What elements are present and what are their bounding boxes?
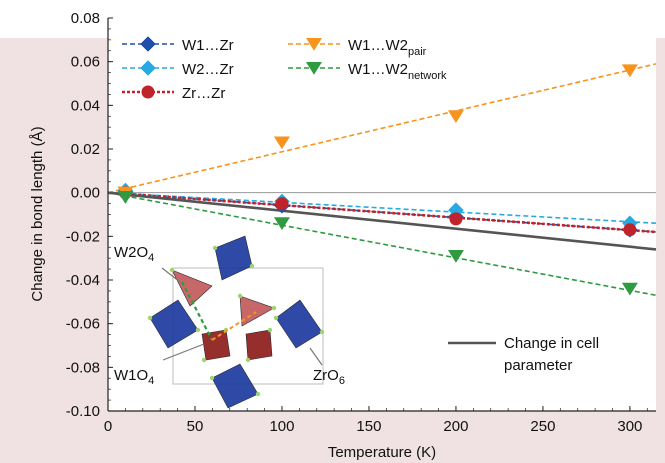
- oxygen-atom: [169, 267, 175, 273]
- series-2-point: [275, 197, 289, 211]
- y-tick-label: 0.06: [71, 54, 100, 71]
- legend-marker-3: [306, 38, 322, 51]
- oxygen-atom: [147, 315, 153, 321]
- legend-label-4: W1…W2network: [348, 61, 447, 82]
- y-axis-title: Change in bond length (Å): [29, 126, 46, 301]
- y-tick-label: -0.02: [66, 228, 100, 245]
- legend-label-1: W2…Zr: [182, 61, 234, 78]
- network-bond-line: [181, 281, 213, 341]
- series-line-2: [107, 191, 657, 234]
- legend-marker-4: [306, 62, 322, 75]
- axis-ticks: 0.08 0.06 0.04 0.02 0.00 -0.02 -0.04 -0.06 -0.08…: [66, 10, 648, 435]
- w2o4-tetrahedron: [239, 295, 275, 327]
- legend-label-2: Zr…Zr: [182, 85, 225, 102]
- series-line-1: [107, 191, 657, 225]
- y-tick-label: -0.06: [66, 316, 100, 333]
- oxygen-atom: [255, 391, 261, 397]
- oxygen-atom: [237, 293, 243, 299]
- x-tick-label: 200: [443, 418, 468, 435]
- series-line-3: [107, 63, 657, 194]
- legend-label-5-line2: parameter: [504, 357, 572, 374]
- legend-marker-0: [140, 36, 156, 52]
- y-tick-label: -0.10: [66, 403, 100, 420]
- x-tick-label: 250: [530, 418, 555, 435]
- pointer-zro6: [309, 347, 323, 366]
- series-3-point: [273, 136, 290, 150]
- legend-marker-1: [140, 60, 156, 76]
- y-tick-label: -0.08: [66, 359, 100, 376]
- w1o4-tetrahedron: [245, 329, 273, 361]
- oxygen-atom: [271, 305, 277, 311]
- series-3-point: [621, 64, 638, 78]
- x-tick-label: 150: [356, 418, 381, 435]
- oxygen-atom: [273, 315, 279, 321]
- inset-label-w1o4: W1O4: [114, 367, 154, 387]
- inset-label-w2o4: W2O4: [114, 244, 154, 264]
- legend-marker-2: [141, 85, 155, 99]
- x-tick-label: 100: [269, 418, 294, 435]
- oxygen-atom: [195, 327, 201, 333]
- crystal-structure-inset: [147, 235, 325, 409]
- series-4-point: [621, 282, 638, 296]
- series-2-point: [623, 223, 637, 237]
- oxygen-atom: [319, 329, 325, 335]
- oxygen-atom: [245, 357, 251, 363]
- x-tick-label: 50: [187, 418, 204, 435]
- pointer-w1o4: [162, 343, 205, 361]
- pair-bond-line: [211, 311, 257, 341]
- oxygen-atom: [249, 263, 255, 269]
- inset-label-zro6: ZrO6: [313, 367, 345, 387]
- series-3-point: [447, 110, 464, 124]
- legend-label-3: W1…W2pair: [348, 37, 427, 58]
- y-tick-label: 0.02: [71, 141, 100, 158]
- oxygen-atom: [267, 327, 273, 333]
- legend-label-5-line1: Change in cell: [504, 335, 599, 352]
- w2o4-tetrahedron: [171, 269, 213, 307]
- w1o4-tetrahedron: [201, 329, 231, 361]
- series-4-point: [447, 249, 464, 263]
- y-tick-label: -0.04: [66, 272, 100, 289]
- y-tick-label: 0.08: [71, 10, 100, 27]
- oxygen-atom: [212, 245, 218, 251]
- x-tick-label: 0: [104, 418, 112, 435]
- series-markers: [117, 64, 638, 296]
- legend-label-0: W1…Zr: [182, 37, 234, 54]
- series-2-point: [449, 212, 463, 226]
- y-tick-label: 0.04: [71, 97, 100, 114]
- oxygen-atom: [209, 375, 215, 381]
- series-line-4: [107, 191, 657, 297]
- legend: W1…Zr W2…Zr Zr…Zr W1…W2pair W1…W2network Chan…: [122, 36, 599, 374]
- series-4-point: [273, 217, 290, 231]
- series-4-point: [117, 191, 134, 204]
- series-line-5: [107, 191, 657, 251]
- axes: [107, 18, 656, 412]
- series-lines: [107, 63, 657, 297]
- y-tick-label: 0.00: [71, 185, 100, 202]
- oxygen-atom: [201, 357, 207, 363]
- x-axis-title: Temperature (K): [328, 444, 436, 461]
- x-tick-label: 300: [617, 418, 642, 435]
- pointer-w2o4: [161, 267, 181, 283]
